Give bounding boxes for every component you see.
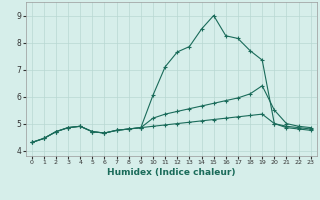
X-axis label: Humidex (Indice chaleur): Humidex (Indice chaleur): [107, 168, 236, 177]
